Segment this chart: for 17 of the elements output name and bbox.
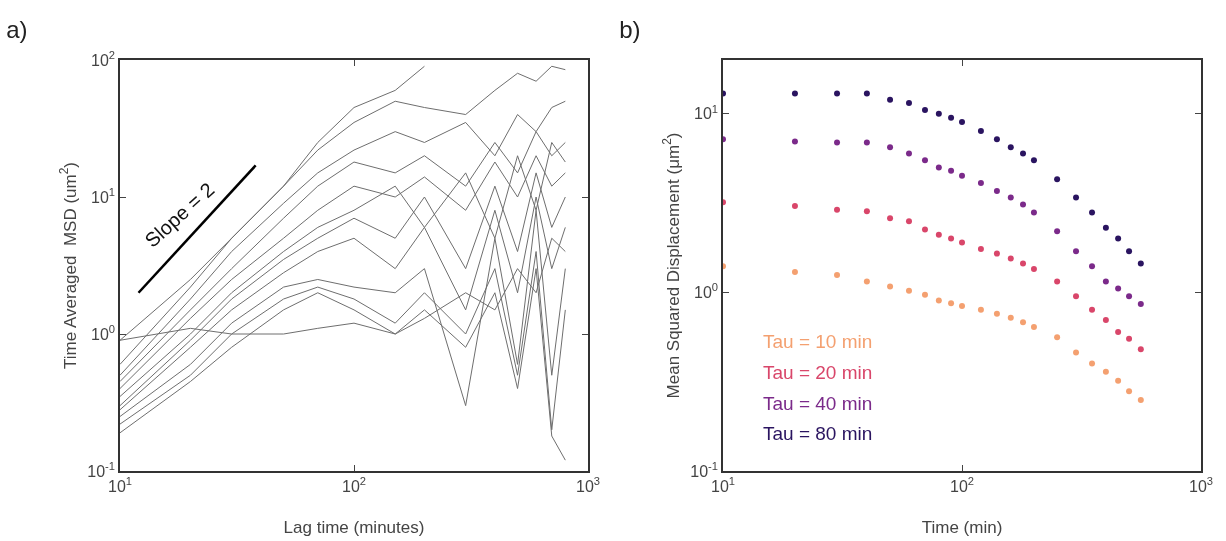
text: Tau = 40 min: [763, 393, 873, 414]
y-tick-label: 10$^{0}$: [91, 322, 116, 343]
x-tick-label: 10$^{2}$: [341, 475, 367, 495]
x-tick-label: 10$^{3}$: [1188, 475, 1214, 495]
y-tick-label: 10$^{1}$: [91, 185, 116, 206]
x-axis-title: Time (min): [921, 517, 1003, 537]
text: Tau = 20 min: [763, 362, 873, 383]
text: Tau = 10 min: [763, 331, 873, 352]
x-axis-title: Lag time (minutes): [283, 517, 425, 537]
x-tick-label: 10$^{3}$: [575, 475, 601, 495]
y-tick-label: 10$^{1}$: [694, 102, 719, 123]
chart-title: a): [6, 16, 28, 44]
y-tick-label: 10$^{0}$: [694, 281, 719, 301]
text: Tau = 80 min: [763, 423, 873, 444]
x-tick-label: 10$^{2}$: [949, 475, 975, 495]
y-tick-label: 10$^{2}$: [91, 48, 116, 69]
chart-title: b): [619, 16, 641, 44]
